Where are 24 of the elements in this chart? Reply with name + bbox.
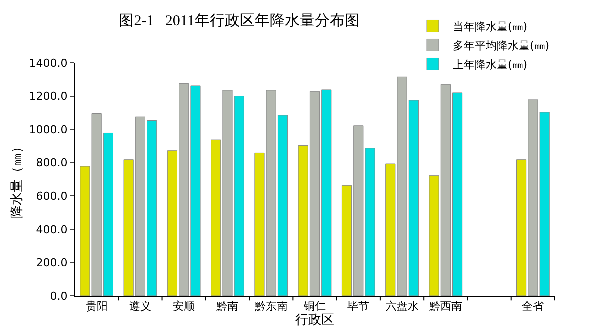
legend-label: 多年平均降水量(㎜) [453,40,550,53]
x-tick-label: 黔南 [216,300,239,314]
x-tick-label: 全省 [522,300,544,314]
legend-label: 当年降水量(㎜) [453,20,528,34]
y-tick-label: 1400.0 [29,56,68,70]
x-tick-label: 六盘水 [386,300,419,314]
y-tick-label: 600.0 [36,190,68,203]
y-tick-label: 800.0 [36,156,68,170]
legend-label: 上年降水量(㎜) [453,58,528,72]
x-axis-title: 行政区 [296,313,334,328]
y-tick-label: 0.0 [50,290,68,303]
y-tick-label: 1200.0 [29,90,68,104]
x-tick-label: 铜仁 [303,300,326,314]
chart-title: 图2-1 2011年行政区年降水量分布图 [119,12,360,30]
y-tick-label: 400.0 [36,223,68,236]
y-tick-label: 200.0 [36,256,68,270]
x-tick-label: 黔西南 [428,300,462,314]
x-tick-label: 黔东南 [254,300,288,314]
x-tick-label: 遵义 [129,300,152,314]
x-tick-label: 毕节 [348,300,370,314]
x-tick-label: 安顺 [173,300,196,314]
y-axis-title: 降水量（㎜） [10,140,26,218]
y-tick-label: 1000.0 [29,123,68,136]
x-tick-label: 贵阳 [86,300,108,314]
